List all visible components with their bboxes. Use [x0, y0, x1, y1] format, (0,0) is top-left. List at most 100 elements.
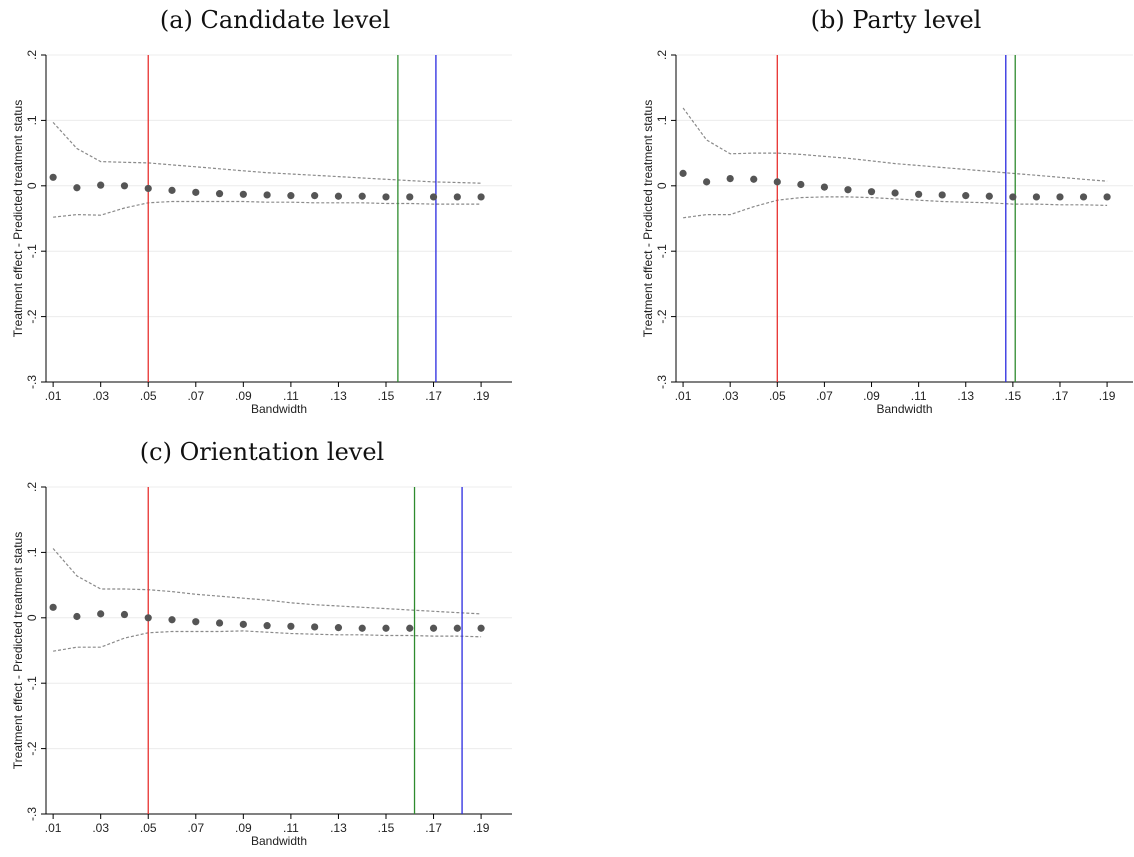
data-point [891, 189, 899, 197]
y-tick-label: -.2 [655, 309, 669, 323]
data-point [429, 193, 438, 201]
x-tick-label: .15 [378, 389, 395, 403]
data-point [382, 193, 390, 201]
panel-party-level: (b) Party level -.3 -.2 -.1 0 .1 .2 .01 .03 .05.… [630, 0, 1134, 425]
data-point [453, 624, 461, 632]
x-tick-label: .13 [330, 821, 347, 835]
x-tick-label: .05 [769, 389, 786, 403]
data-point [797, 180, 805, 189]
x-tick-label: .03 [92, 389, 109, 403]
data-point [867, 188, 876, 196]
ci-upper-line [52, 121, 482, 184]
data-point [1009, 193, 1017, 201]
x-tick-label: .09 [235, 821, 252, 835]
y-tick-label: 0 [25, 614, 39, 621]
data-point [192, 188, 200, 196]
y-tick-label: -.3 [25, 375, 39, 389]
data-point [73, 184, 81, 192]
data-point [820, 183, 829, 191]
y-axis-label: Treatment effect - Predicted treatment s… [11, 100, 25, 337]
panel-title: (b) Party level [810, 6, 982, 34]
data-point [168, 616, 176, 624]
x-axis-label: Bandwidth [876, 402, 932, 416]
data-point [311, 623, 319, 631]
data-point [49, 603, 57, 611]
data-point [1032, 193, 1041, 201]
data-point [750, 175, 758, 183]
x-tick-label: .11 [283, 821, 299, 835]
data-point [120, 610, 129, 619]
data-point [938, 191, 946, 199]
y-tick-label: .2 [25, 50, 39, 60]
data-point [120, 182, 129, 190]
y-tick-label: .1 [25, 115, 39, 125]
data-point [97, 610, 105, 618]
data-point [453, 193, 461, 201]
data-point [49, 173, 57, 181]
data-point [358, 192, 366, 200]
x-tick-label: .03 [92, 821, 109, 835]
data-point [73, 612, 81, 621]
data-point [429, 624, 438, 632]
data-point [1079, 193, 1088, 201]
x-tick-label: .07 [187, 821, 204, 835]
data-point [406, 193, 414, 201]
x-tick-label: .01 [675, 389, 692, 403]
data-point [962, 192, 970, 200]
data-point [168, 186, 176, 194]
data-point [334, 624, 343, 632]
x-tick-label: .19 [473, 821, 490, 835]
data-point [1103, 193, 1111, 201]
ci-lower-line [53, 200, 482, 218]
y-tick-label: 0 [25, 182, 39, 189]
ci-upper-line [52, 548, 482, 615]
data-point [263, 191, 271, 199]
ci-lower-line [53, 630, 482, 652]
y-tick-label: -.1 [655, 244, 669, 258]
data-point [679, 169, 687, 177]
x-tick-label: .07 [816, 389, 833, 403]
x-axis-label: Bandwidth [251, 402, 307, 416]
x-tick-label: .07 [187, 389, 204, 403]
x-tick-label: .17 [425, 389, 442, 403]
data-point [215, 190, 224, 198]
y-tick-label: 0 [655, 182, 669, 189]
x-tick-label: .17 [425, 821, 442, 835]
x-tick-label: .13 [330, 389, 347, 403]
x-tick-label: .11 [283, 389, 299, 403]
data-point [985, 192, 993, 200]
data-point [311, 192, 319, 200]
ci-upper-line [682, 107, 1108, 182]
data-point [844, 186, 852, 194]
x-tick-label: .09 [863, 389, 880, 403]
x-tick-label: .03 [722, 389, 739, 403]
y-tick-label: -.2 [25, 309, 39, 323]
x-tick-label: .01 [45, 389, 62, 403]
y-tick-label: -.3 [655, 375, 669, 389]
data-point [382, 624, 390, 632]
data-point [915, 190, 923, 198]
data-point [263, 622, 271, 630]
x-axis-label: Bandwidth [251, 834, 307, 848]
y-tick-label: .1 [25, 547, 39, 557]
x-tick-label: .19 [473, 389, 490, 403]
x-tick-label: .15 [378, 821, 395, 835]
data-point [726, 175, 734, 183]
x-tick-label: .01 [45, 821, 62, 835]
data-point [703, 178, 711, 186]
x-tick-label: .15 [1005, 389, 1022, 403]
data-point [144, 184, 152, 193]
x-tick-label: .19 [1099, 389, 1116, 403]
data-point [477, 624, 485, 632]
x-tick-label: .05 [140, 821, 157, 835]
data-point [1056, 193, 1064, 201]
chart-candidate-level: -.3 -.2 -.1 0 .1 .2 .01 .03 .05 .07 .09 .11 .13 .15 .1… [11, 50, 512, 416]
x-tick-label: .09 [235, 389, 252, 403]
y-tick-label: -.2 [25, 741, 39, 755]
y-tick-label: -.1 [25, 676, 39, 690]
y-tick-label: .2 [655, 50, 669, 60]
panel-title: (a) Candidate level [159, 6, 391, 34]
x-tick-label: .05 [140, 389, 157, 403]
y-tick-label: .1 [655, 115, 669, 125]
x-tick-label: .17 [1052, 389, 1069, 403]
